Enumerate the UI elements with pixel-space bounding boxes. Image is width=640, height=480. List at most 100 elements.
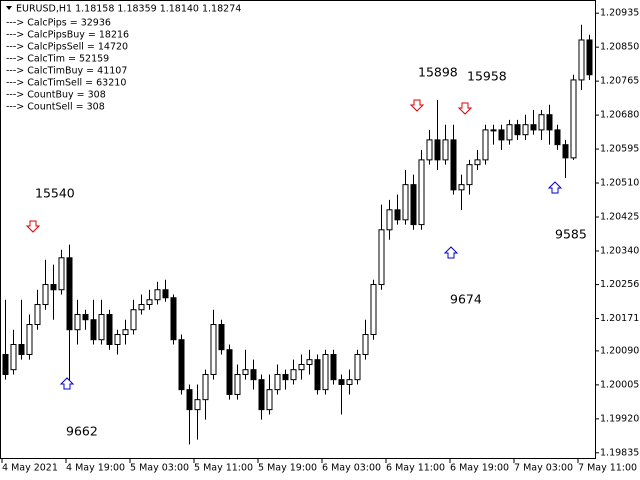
- y-tick-label: 1.20256: [600, 279, 639, 290]
- candle-body: [442, 139, 449, 161]
- plot-area: [2, 24, 593, 445]
- sell-arrow: [457, 102, 473, 115]
- candle-body: [562, 144, 569, 159]
- candle-body: [458, 184, 465, 191]
- candle-body: [298, 363, 305, 371]
- sell-arrow: [25, 220, 41, 233]
- candle-body: [362, 334, 369, 355]
- candle-body: [138, 304, 145, 311]
- candle-body: [322, 353, 329, 391]
- candle-body: [290, 369, 297, 381]
- signal-label: 9674: [450, 292, 482, 307]
- candle-body: [226, 349, 233, 395]
- candle-body: [410, 184, 417, 226]
- candle-body: [154, 289, 161, 301]
- candle-body: [338, 379, 345, 385]
- candle-body: [162, 289, 169, 299]
- candle-body: [506, 124, 513, 141]
- x-tick-label: 6 May 19:00: [450, 463, 509, 474]
- buy-arrow: [59, 377, 75, 390]
- candle-body: [426, 139, 433, 161]
- x-tick-label: 6 May 03:00: [322, 463, 381, 474]
- buy-arrow: [547, 181, 563, 194]
- candle-body: [130, 309, 137, 331]
- candle-body: [538, 114, 545, 131]
- candle-body: [354, 353, 361, 381]
- candle-body: [18, 343, 25, 355]
- candle-body: [186, 389, 193, 411]
- candle-body: [346, 379, 353, 385]
- y-tick-label: 1.20340: [600, 245, 639, 256]
- candle-body: [370, 284, 377, 336]
- y-tick-label: 1.20005: [600, 379, 639, 390]
- candle-body: [42, 284, 49, 306]
- candle-body: [522, 124, 529, 136]
- candle-body: [578, 39, 585, 81]
- menu-triangle[interactable]: [6, 6, 12, 10]
- candle-body: [90, 319, 97, 341]
- candle-body: [474, 159, 481, 166]
- candle-body: [394, 209, 401, 221]
- candle-body: [402, 184, 409, 221]
- y-tick-label: 1.20935: [600, 8, 639, 19]
- y-tick-label: 1.20510: [600, 178, 639, 189]
- candle-body: [266, 389, 273, 411]
- x-tick-label: 5 May 19:00: [258, 463, 317, 474]
- candle-body: [498, 129, 505, 141]
- info-line: ---> CountSell = 308: [6, 102, 105, 113]
- candle-body: [34, 304, 41, 326]
- info-line: ---> CalcTim = 52159: [6, 54, 109, 65]
- candle-body: [178, 339, 185, 391]
- candle-body: [10, 343, 17, 371]
- signal-label: 9662: [66, 424, 98, 439]
- candle-body: [202, 373, 209, 401]
- candle-body: [2, 353, 9, 375]
- info-line: ---> CalcPipsSell = 14720: [6, 42, 128, 53]
- candle-body: [314, 359, 321, 391]
- y-tick-label: 1.19920: [600, 413, 639, 424]
- candle-body: [378, 229, 385, 286]
- candle-body: [250, 369, 257, 381]
- info-line: ---> CountBuy = 308: [6, 90, 106, 101]
- signal-label: 15958: [467, 69, 507, 84]
- plot-frame: [0, 0, 596, 459]
- y-tick-label: 1.20850: [600, 42, 639, 53]
- candle-body: [282, 373, 289, 381]
- signal-label: 9585: [555, 227, 587, 242]
- candle-body: [74, 314, 81, 331]
- candle-body: [274, 373, 281, 391]
- candle-body: [466, 164, 473, 186]
- x-tick-label: 4 May 2021: [2, 463, 58, 474]
- candle-body: [82, 314, 89, 321]
- candle-body: [218, 324, 225, 351]
- candle-body: [242, 369, 249, 375]
- candle-body: [66, 257, 73, 331]
- candle-body: [170, 297, 177, 341]
- x-tick-label: 6 May 11:00: [386, 463, 445, 474]
- y-tick-label: 1.20090: [600, 345, 639, 356]
- signal-arrows: [25, 99, 563, 390]
- candle-body: [50, 284, 57, 291]
- candle-body: [258, 379, 265, 411]
- x-tick-label: 7 May 03:00: [514, 463, 573, 474]
- candle-body: [482, 129, 489, 161]
- candle-body: [26, 324, 33, 355]
- candle-body: [386, 209, 393, 231]
- info-line: ---> CalcTimBuy = 41107: [6, 66, 127, 77]
- sell-arrow: [409, 99, 425, 112]
- candle-body: [530, 124, 537, 131]
- candle-body: [434, 139, 441, 161]
- candle-body: [234, 373, 241, 395]
- y-tick-label: 1.20680: [600, 110, 639, 121]
- candle-body: [58, 257, 65, 291]
- x-tick-label: 7 May 11:00: [578, 463, 637, 474]
- candle-body: [450, 139, 457, 191]
- y-tick-label: 1.20595: [600, 144, 639, 155]
- candle-body: [122, 329, 129, 336]
- candle-body: [418, 159, 425, 226]
- info-line: ---> CalcTimSell = 63210: [6, 78, 126, 89]
- symbol-title: EURUSD,H1 1.18158 1.18359 1.18140 1.1827…: [16, 4, 241, 15]
- candle-body: [546, 114, 553, 131]
- candle-body: [210, 324, 217, 375]
- candle-body: [570, 79, 577, 159]
